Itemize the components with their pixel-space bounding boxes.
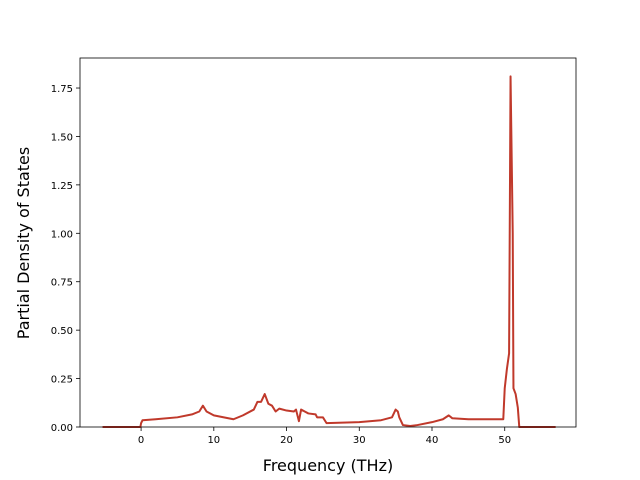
- x-tick-label: 0: [138, 435, 144, 446]
- y-axis-label: Partial Density of States: [14, 147, 33, 339]
- plot-frame: [79, 57, 577, 428]
- x-tick-label: 10: [207, 435, 220, 446]
- x-tick-label: 20: [280, 435, 293, 446]
- line: [102, 75, 556, 428]
- y-tick-label: 1.00: [51, 229, 73, 240]
- y-tick-label: 1.25: [51, 181, 73, 192]
- x-axis-label: Frequency (THz): [263, 456, 393, 475]
- y-tick-label: 0.50: [51, 326, 73, 337]
- y-tick-label: 1.75: [51, 84, 73, 95]
- y-tick-label: 0.00: [51, 423, 73, 434]
- x-tick-label: 30: [353, 435, 366, 446]
- y-tick-label: 0.25: [51, 375, 73, 386]
- y-tick-label: 1.50: [51, 132, 73, 143]
- x-tick-label: 40: [426, 435, 439, 446]
- x-tick-label: 50: [498, 435, 511, 446]
- y-tick-label: 0.75: [51, 278, 73, 289]
